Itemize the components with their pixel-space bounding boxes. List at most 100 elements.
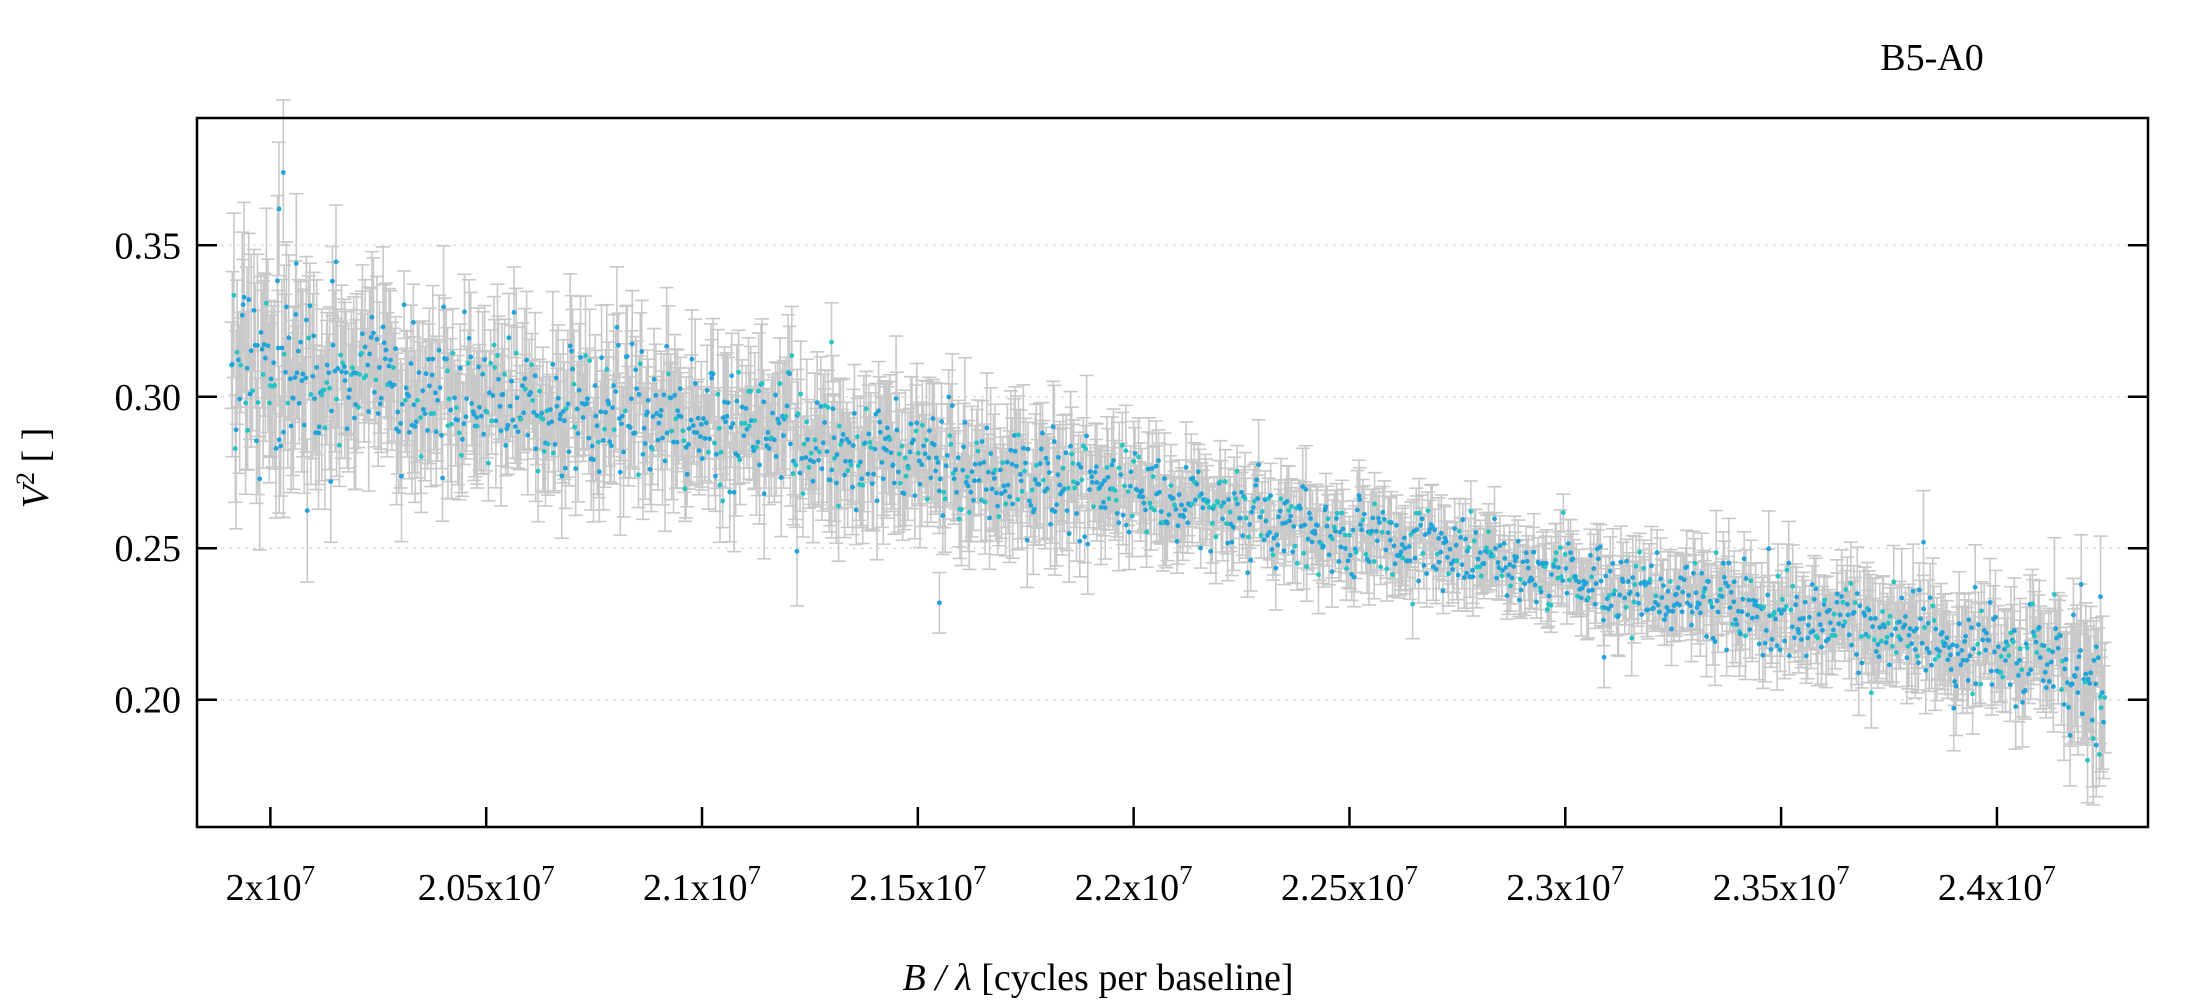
data-point <box>234 349 240 355</box>
data-point <box>380 324 386 330</box>
data-point <box>388 357 393 363</box>
data-point <box>298 339 304 345</box>
data-point <box>324 380 330 385</box>
data-point <box>294 370 300 376</box>
data-point <box>393 346 398 352</box>
data-point <box>368 335 374 340</box>
data-point <box>232 446 238 452</box>
data-point <box>322 425 328 431</box>
data-point <box>245 427 251 433</box>
data-point <box>262 355 268 361</box>
data-point <box>378 395 384 401</box>
data-point <box>283 369 288 375</box>
data-point <box>395 409 401 415</box>
data-point <box>229 361 235 367</box>
data-point <box>311 333 317 339</box>
data-point <box>307 303 313 309</box>
data-point <box>340 360 346 366</box>
data-point <box>367 351 372 357</box>
data-point <box>237 396 243 402</box>
data-point <box>406 393 412 399</box>
data-point <box>330 342 336 348</box>
data-point <box>333 259 339 265</box>
data-point <box>258 330 264 335</box>
data-point <box>244 365 250 371</box>
data-point <box>338 352 344 358</box>
data-point <box>281 429 286 435</box>
data-point <box>275 345 281 351</box>
data-point <box>336 442 342 448</box>
data-point <box>316 424 322 430</box>
data-point <box>344 426 350 432</box>
data-point <box>304 508 310 513</box>
data-point <box>386 363 392 369</box>
data-point <box>383 347 389 353</box>
data-point <box>300 371 306 377</box>
data-point <box>273 446 279 451</box>
data-point <box>396 429 402 434</box>
data-point <box>360 331 365 337</box>
data-point <box>373 377 379 383</box>
data-point <box>350 365 355 371</box>
data-point <box>402 397 408 403</box>
data-point <box>257 476 263 482</box>
data-point <box>335 366 341 371</box>
data-point <box>296 400 302 406</box>
data-point <box>286 335 292 341</box>
data-point <box>377 401 383 407</box>
data-point <box>372 389 377 395</box>
data-point <box>247 391 253 397</box>
data-point <box>329 278 335 284</box>
data-point <box>316 430 321 436</box>
data-point <box>260 372 266 377</box>
data-point <box>321 387 327 393</box>
data-point <box>290 395 296 401</box>
data-point <box>381 340 387 346</box>
data-point <box>310 373 316 379</box>
data-point <box>308 392 314 397</box>
data-point <box>239 312 245 318</box>
data-point <box>266 400 272 406</box>
data-point <box>352 415 357 421</box>
data-point <box>236 357 241 363</box>
data-point <box>377 365 382 370</box>
data-point <box>295 348 301 354</box>
data-point <box>343 370 349 375</box>
data-point <box>272 383 278 388</box>
data-point <box>391 382 397 388</box>
data-point <box>374 336 380 342</box>
data-point <box>231 292 237 298</box>
data-point <box>410 319 416 325</box>
data-point <box>314 364 320 370</box>
data-point <box>276 437 282 443</box>
data-point <box>390 365 396 370</box>
data-point <box>342 378 348 383</box>
data-point <box>243 400 249 406</box>
data-point <box>401 302 407 308</box>
data-point <box>398 420 404 426</box>
data-point <box>356 372 362 377</box>
data-point <box>265 343 271 349</box>
data-point <box>301 422 307 428</box>
data-point <box>408 361 414 366</box>
data-point <box>279 345 285 351</box>
data-point <box>238 362 244 368</box>
data-point <box>248 348 254 354</box>
data-point <box>363 373 369 379</box>
data-point <box>334 396 339 402</box>
data-point <box>312 396 317 402</box>
data-point <box>347 387 352 393</box>
data-point <box>233 427 239 433</box>
data-point <box>362 344 368 350</box>
data-point <box>365 362 371 368</box>
data-point <box>324 362 330 368</box>
data-point <box>246 297 252 303</box>
data-point <box>287 376 293 382</box>
data-point <box>359 350 365 356</box>
data-point <box>250 388 255 394</box>
data-point <box>375 411 381 416</box>
data-point <box>259 346 265 352</box>
data-point <box>288 423 294 429</box>
data-point <box>339 369 344 374</box>
data-point <box>251 307 257 313</box>
